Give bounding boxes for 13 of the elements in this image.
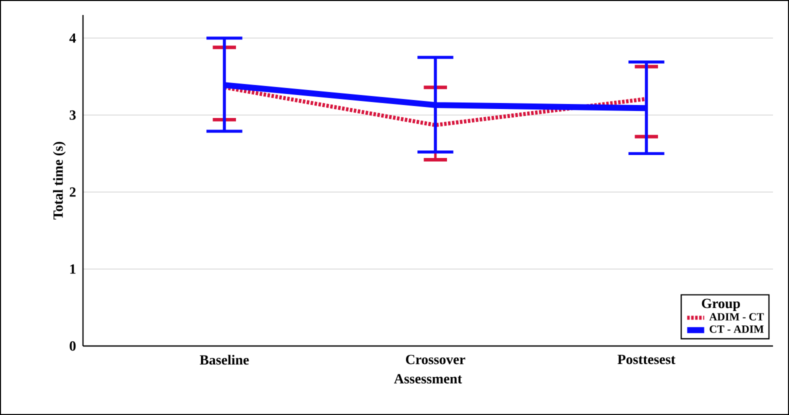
y-tick-label: 1	[70, 264, 76, 274]
legend-label: ADIM - CT	[709, 313, 764, 320]
x-tick-label: Crossover	[406, 354, 466, 364]
legend-title: Group	[702, 298, 740, 311]
y-tick-label: 2	[70, 187, 76, 197]
y-tick-label: 0	[70, 341, 76, 351]
x-axis-title: Assessment	[394, 374, 462, 384]
legend-label: CT - ADIM	[710, 325, 764, 333]
y-axis-title: Total time (s)	[53, 142, 66, 220]
y-tick-label: 3	[70, 110, 76, 120]
x-tick-label: Posttesest	[618, 354, 676, 364]
y-tick-label: 4	[69, 34, 76, 43]
x-tick-label: Baseline	[200, 354, 249, 365]
